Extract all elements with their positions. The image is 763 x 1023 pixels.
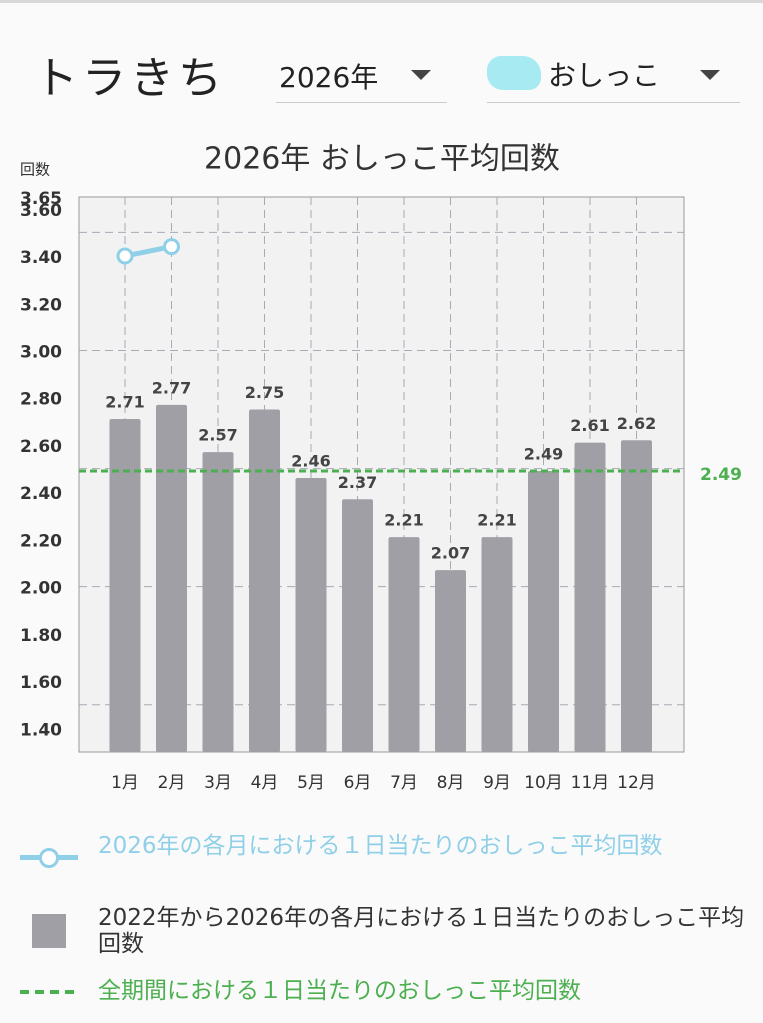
x-tick-label: 9月 bbox=[483, 773, 511, 793]
y-tick-label: 2.40 bbox=[20, 484, 62, 504]
status-bar bbox=[0, 0, 763, 3]
category-select-text: おしっこ bbox=[548, 59, 661, 92]
y-tick-label: 3.60 bbox=[20, 201, 62, 221]
bar bbox=[202, 452, 234, 752]
legend-bar-icon bbox=[32, 914, 66, 948]
bar-value-label: 2.57 bbox=[198, 426, 237, 445]
chart-title: 2026年 おしっこ平均回数 bbox=[204, 142, 560, 177]
bar bbox=[388, 537, 420, 752]
y-tick-label: 3.20 bbox=[20, 295, 62, 315]
y-tick-label: 2.20 bbox=[20, 531, 62, 551]
bar bbox=[295, 478, 327, 752]
x-tick-label: 8月 bbox=[437, 773, 465, 793]
bar-value-label: 2.21 bbox=[477, 511, 516, 530]
x-tick-label: 12月 bbox=[617, 773, 656, 793]
bar bbox=[342, 499, 373, 752]
line-point bbox=[163, 238, 180, 256]
app-name: トラきち bbox=[34, 53, 226, 104]
y-tick-label: 1.60 bbox=[20, 673, 62, 693]
x-tick-label: 5月 bbox=[297, 773, 325, 793]
category-icon bbox=[487, 56, 541, 90]
y-tick-label: 2.60 bbox=[20, 437, 62, 457]
y-tick-label: 2.80 bbox=[20, 390, 62, 410]
x-tick-label: 10月 bbox=[524, 773, 563, 793]
legend-text: 全期間における１日当たりのおしっこ平均回数 bbox=[98, 978, 581, 1004]
reference-label: 2.49 bbox=[700, 465, 742, 485]
bar-value-label: 2.37 bbox=[338, 473, 377, 492]
bar bbox=[109, 419, 141, 752]
bar-value-label: 2.77 bbox=[152, 378, 191, 397]
bar-value-label: 2.49 bbox=[524, 444, 563, 463]
year-select[interactable]: 2026年 bbox=[276, 52, 447, 103]
bar-value-label: 2.62 bbox=[617, 414, 656, 433]
dropdown-arrow bbox=[700, 70, 720, 80]
y-tick-label: 3.00 bbox=[20, 343, 62, 363]
legend-line-marker bbox=[39, 848, 59, 868]
chart: 2026年 おしっこ平均回数 回数 1.40 1.60 1.80 2.00 2.20 2.… bbox=[20, 142, 742, 794]
x-tick-label: 6月 bbox=[344, 773, 372, 793]
y-tick-label: 2.00 bbox=[20, 579, 62, 599]
bar-value-label: 2.21 bbox=[384, 511, 423, 530]
bar bbox=[156, 404, 187, 752]
line-point bbox=[116, 247, 134, 265]
legend-dash-icon bbox=[20, 990, 76, 994]
y-tick-label: 1.80 bbox=[20, 626, 62, 646]
bar bbox=[621, 440, 652, 752]
category-select[interactable]: おしっこ bbox=[487, 52, 740, 103]
bar-value-label: 2.46 bbox=[291, 452, 330, 471]
x-tick-label: 4月 bbox=[251, 773, 279, 793]
bar-value-label: 2.07 bbox=[431, 544, 470, 563]
bar bbox=[249, 409, 280, 752]
x-tick-label: 1月 bbox=[111, 773, 139, 793]
x-tick-label: 2月 bbox=[158, 773, 186, 793]
y-tick-label: 3.40 bbox=[20, 248, 62, 268]
dropdown-arrow bbox=[411, 70, 431, 80]
bar bbox=[574, 442, 606, 752]
legend-text: 2022年から2026年の各月における１日当たりのおしっこ平均回数 bbox=[98, 905, 745, 957]
y-axis-label: 回数 bbox=[20, 161, 50, 179]
year-select-text: 2026年 bbox=[279, 61, 379, 94]
bar-value-label: 2.75 bbox=[245, 383, 284, 402]
bar-value-label: 2.61 bbox=[570, 416, 609, 435]
bar bbox=[481, 537, 513, 752]
x-tick-label: 3月 bbox=[204, 773, 232, 793]
y-tick-label: 1.40 bbox=[20, 720, 62, 740]
y-tick-label: 3.65 bbox=[20, 189, 62, 209]
bar bbox=[528, 470, 559, 752]
x-tick-label: 11月 bbox=[571, 773, 610, 793]
x-tick-label: 7月 bbox=[390, 773, 418, 793]
bar bbox=[435, 570, 466, 752]
bar-value-label: 2.71 bbox=[105, 393, 144, 412]
legend-text: 2026年の各月における１日当たりのおしっこ平均回数 bbox=[98, 833, 663, 859]
